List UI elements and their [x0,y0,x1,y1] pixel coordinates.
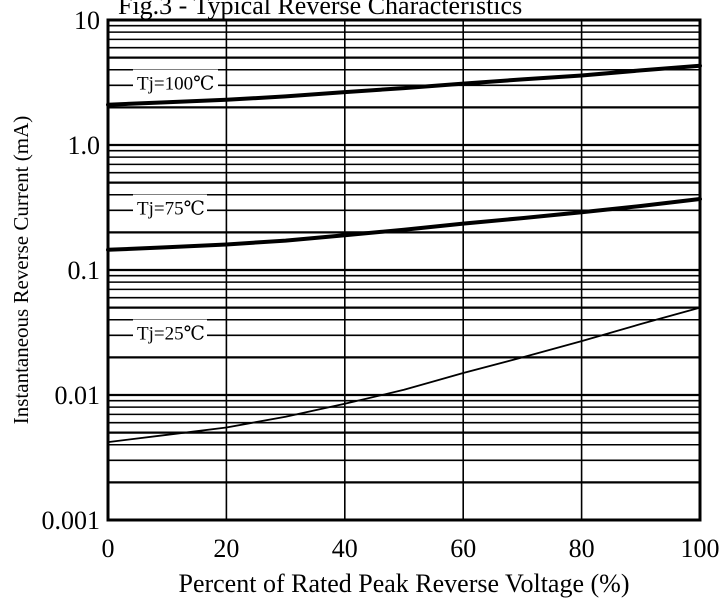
x-tick-label: 0 [102,534,115,563]
series-label-text: Tj=75℃ [137,199,205,220]
y-tick-label: 0.1 [68,256,101,285]
series-label-layer: Tj=100℃ Tj=75℃ Tj=25℃ [133,69,218,346]
x-axis-title: Percent of Rated Peak Reverse Voltage (%… [178,569,629,598]
series-label-box [133,69,218,96]
series-label-box [133,319,207,346]
y-tick-label: 10 [74,6,100,35]
y-axis-title: Instantaneous Reverse Current (mA) [9,116,33,425]
x-tick-label: 80 [569,534,595,563]
series-line-3 [107,306,701,444]
x-tick-label: 100 [681,534,720,563]
y-tick-label: 0.001 [42,506,101,535]
plot-frame [106,18,702,522]
series-label-3: Tj=25℃ [133,319,207,346]
series-line-2 [106,197,702,252]
series-layer [106,63,702,444]
series-line-1 [106,63,702,107]
y-tick-label: 1.0 [68,131,101,160]
chart-title: Fig.3 - Typical Reverse Characteristics [118,0,522,20]
series-label-box [133,194,207,221]
series-label-text: Tj=100℃ [137,74,214,95]
tick-label-layer: 0 20 40 60 80 100 0.001 0.01 0.1 1.0 10 [42,6,720,563]
x-tick-label: 20 [213,534,239,563]
series-label-1: Tj=100℃ [133,69,218,96]
x-tick-label: 40 [332,534,358,563]
grid-layer [107,20,701,522]
x-tick-label: 60 [450,534,476,563]
y-tick-label: 0.01 [55,381,101,410]
series-label-text: Tj=25℃ [137,324,205,345]
series-label-2: Tj=75℃ [133,194,207,221]
